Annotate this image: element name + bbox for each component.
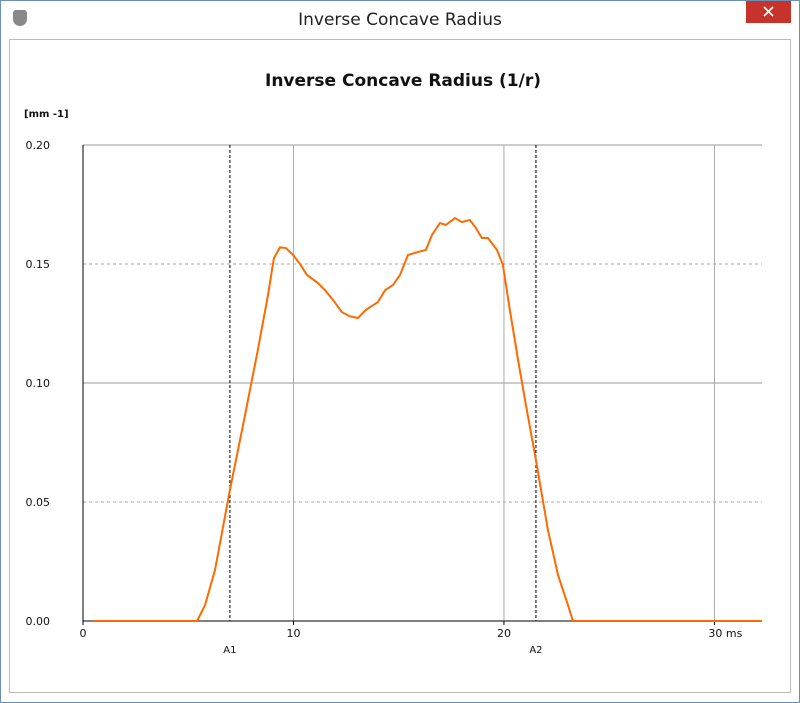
y-axis-label: [mm -1] xyxy=(24,109,69,120)
y-tick-label: 0.00 xyxy=(26,615,51,628)
title-bar: Inverse Concave Radius xyxy=(1,1,799,39)
x-tick-label: 0 xyxy=(80,627,87,640)
close-icon xyxy=(763,6,774,17)
y-tick-label: 0.05 xyxy=(26,496,51,509)
chart-title: Inverse Concave Radius (1/r) xyxy=(265,71,541,91)
y-tick-label: 0.15 xyxy=(26,258,51,271)
chart-panel xyxy=(9,39,791,693)
y-tick-label: 0.10 xyxy=(26,377,51,390)
x-tick-label: 10 xyxy=(286,627,300,640)
close-button[interactable] xyxy=(746,1,791,23)
x-tick-label: 20 xyxy=(497,627,511,640)
data-line xyxy=(92,216,762,622)
y-tick-label: 0.20 xyxy=(26,139,51,152)
marker-label: A2 xyxy=(529,645,542,656)
marker-label: A1 xyxy=(223,645,236,656)
x-tick-label: 30 ms xyxy=(708,627,742,640)
app-icon xyxy=(13,10,27,26)
window-title: Inverse Concave Radius xyxy=(298,10,502,30)
